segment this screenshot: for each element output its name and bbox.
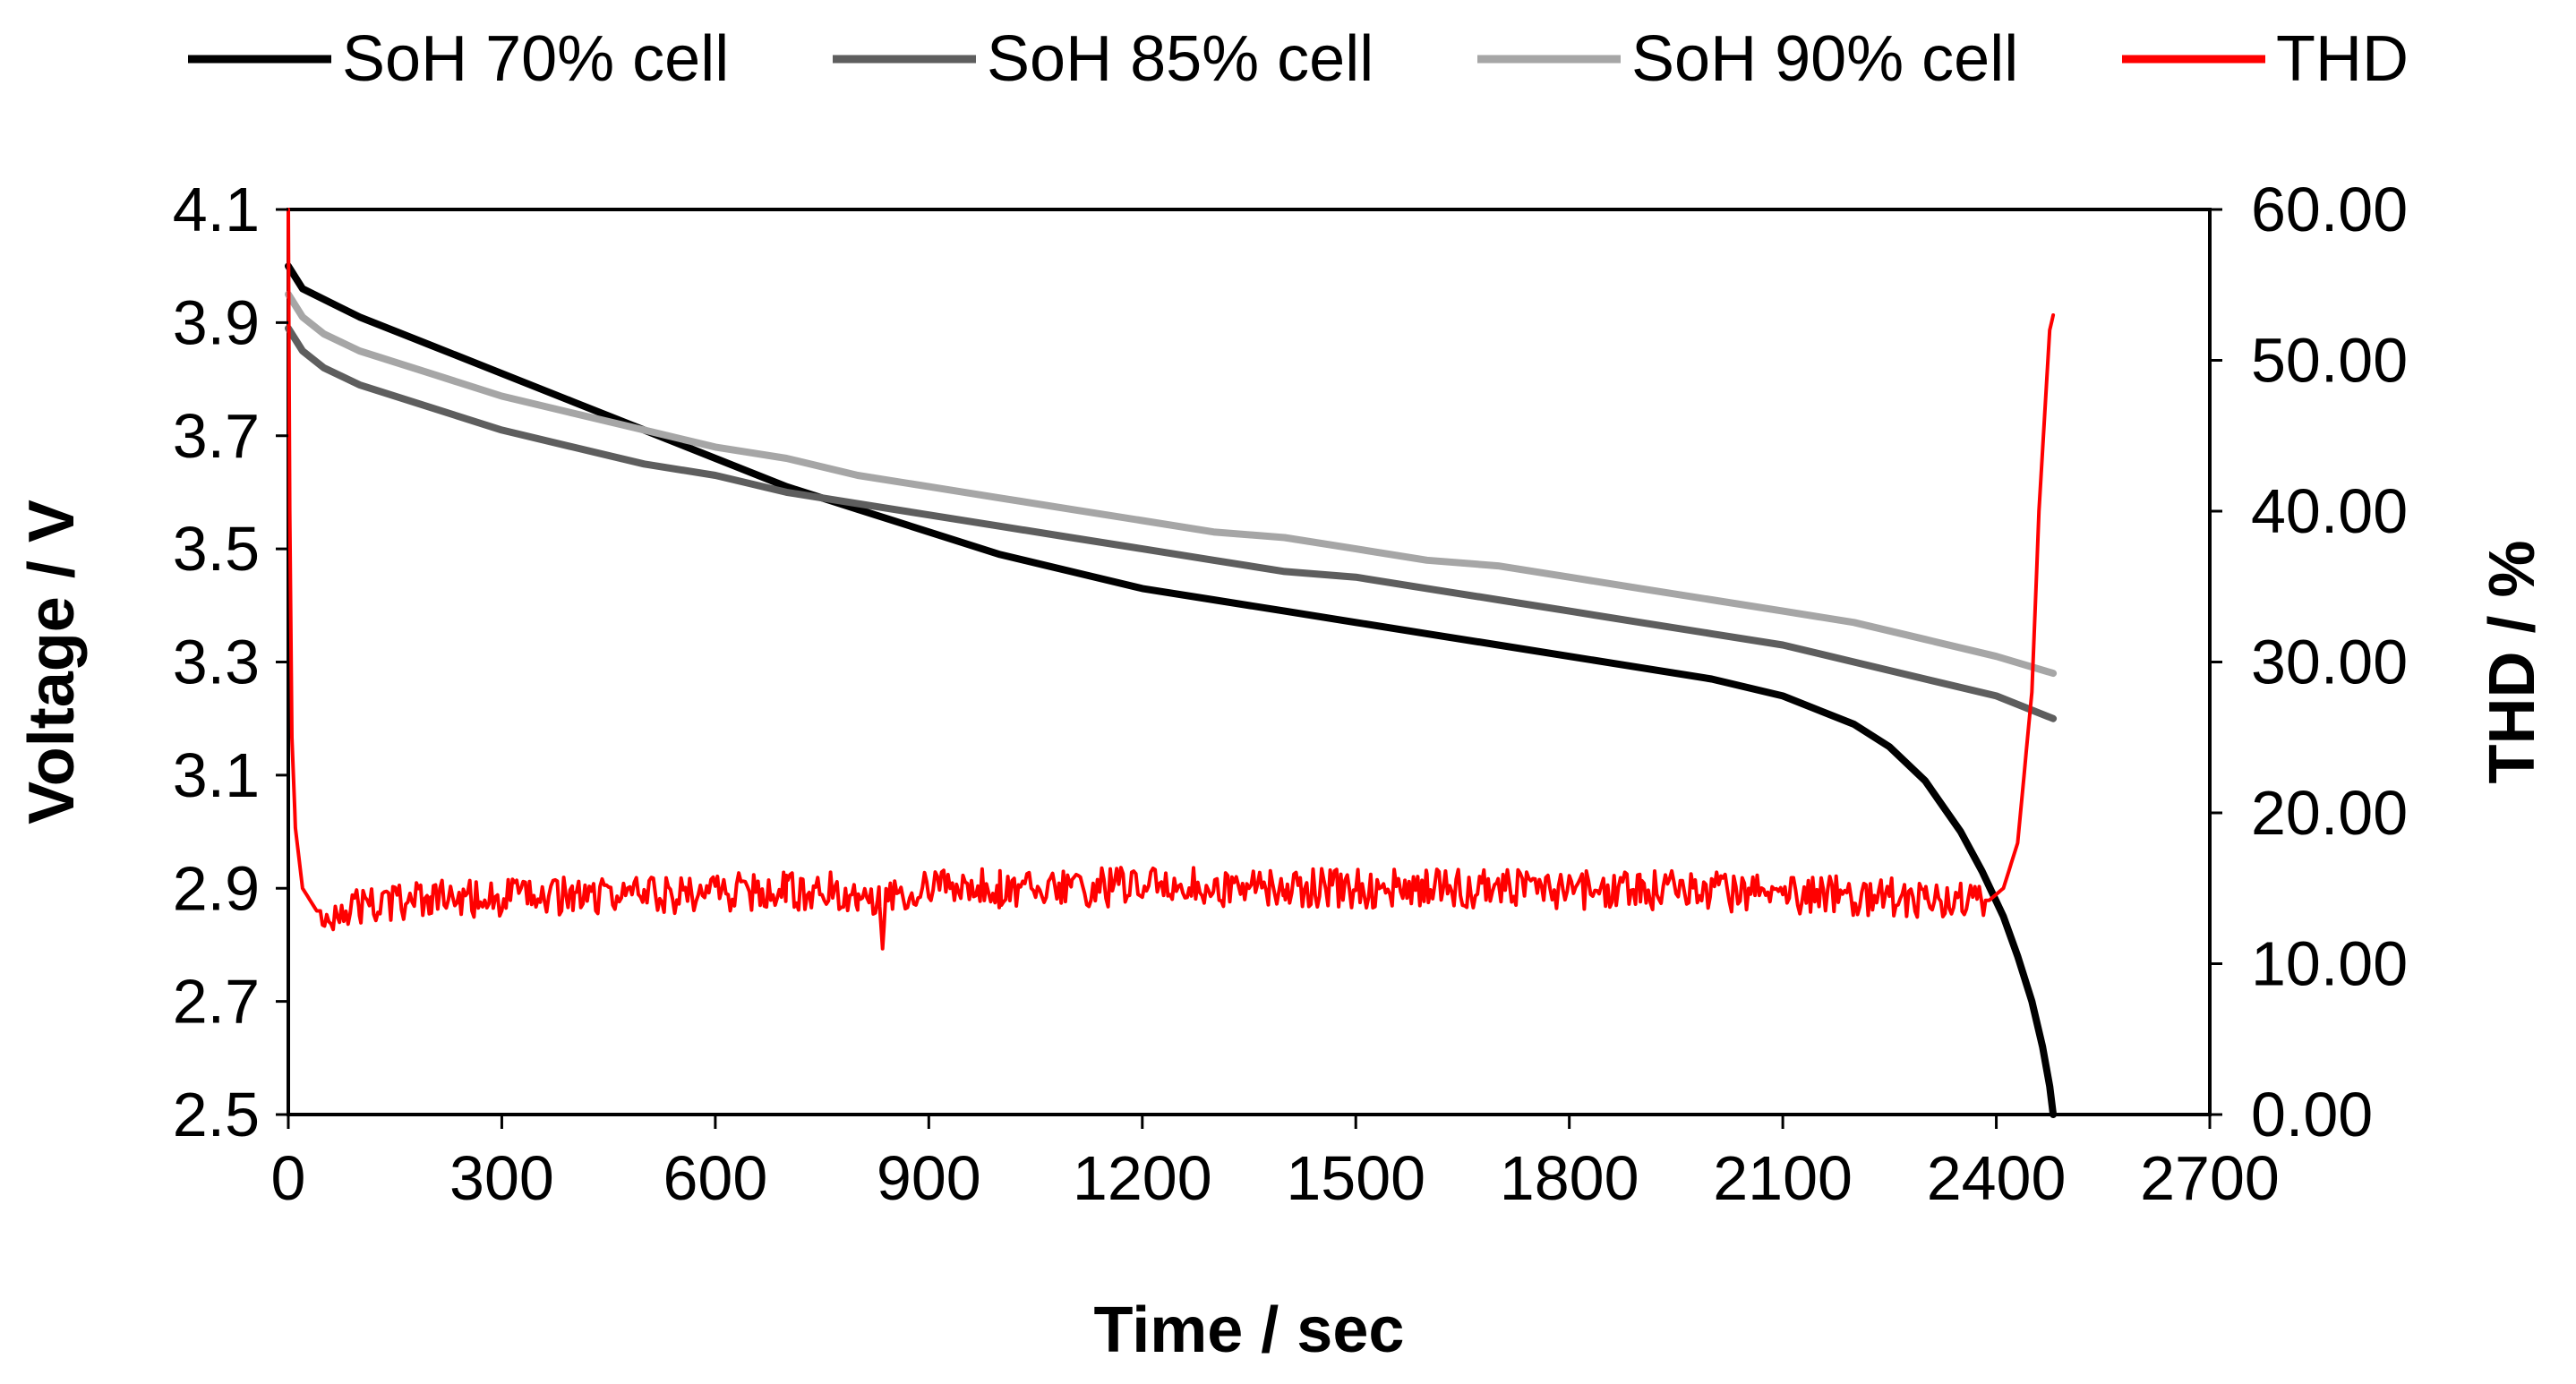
x-tick-label: 1800 xyxy=(1500,1143,1639,1213)
x-tick-label: 2100 xyxy=(1713,1143,1853,1213)
y-axis-left-title: Voltage / V xyxy=(16,500,88,824)
y-right-tick-label: 30.00 xyxy=(2251,628,2408,697)
y-axis-right-title: THD / % xyxy=(2477,540,2548,783)
x-tick-label: 600 xyxy=(663,1143,767,1213)
x-tick-label: 1200 xyxy=(1073,1143,1212,1213)
y-right-tick-label: 60.00 xyxy=(2251,175,2408,244)
x-tick-label: 300 xyxy=(449,1143,554,1213)
ticks-layer: 0 300 600 900 1200 1500 1800 2100 2400 2700 2.5 2.7… xyxy=(173,175,2408,1213)
y-left-tick-label: 4.1 xyxy=(173,175,260,244)
series-line-thd xyxy=(287,208,2056,951)
y-right-tick-label: 0.00 xyxy=(2251,1080,2373,1149)
plot-area-frame xyxy=(287,208,2212,1116)
y-left-tick-label: 2.7 xyxy=(173,967,260,1037)
x-tick-label: 0 xyxy=(271,1143,306,1213)
legend-label-soh-70-cell: SoH 70% cell xyxy=(342,23,729,95)
series-layer xyxy=(285,208,2058,1118)
x-tick-label: 900 xyxy=(877,1143,981,1213)
y-right-tick-label: 10.00 xyxy=(2251,929,2408,999)
y-right-tick-label: 50.00 xyxy=(2251,326,2408,396)
series-line-soh-70-cell xyxy=(285,262,2058,1118)
y-left-tick-label: 3.1 xyxy=(173,740,260,810)
legend-label-soh-85-cell: SoH 85% cell xyxy=(987,23,1374,95)
x-tick-label: 2400 xyxy=(1927,1143,2067,1213)
x-tick-label: 1500 xyxy=(1286,1143,1425,1213)
legend: SoH 70% cell SoH 85% cell SoH 90% cell THD xyxy=(188,23,2409,95)
y-left-tick-label: 3.9 xyxy=(173,287,260,357)
y-left-tick-label: 3.3 xyxy=(173,628,260,697)
x-axis-title: Time / sec xyxy=(1094,1294,1405,1366)
y-left-tick-label: 2.5 xyxy=(173,1080,260,1149)
legend-label-thd: THD xyxy=(2276,23,2409,95)
series-line-soh-90-cell xyxy=(285,290,2058,678)
y-left-tick-label: 3.5 xyxy=(173,514,260,584)
x-tick-label: 2700 xyxy=(2140,1143,2280,1213)
y-left-tick-label: 2.9 xyxy=(173,853,260,923)
legend-label-soh-90-cell: SoH 90% cell xyxy=(1631,23,2018,95)
y-right-tick-label: 20.00 xyxy=(2251,778,2408,848)
y-right-tick-label: 40.00 xyxy=(2251,476,2408,546)
series-line-soh-85-cell xyxy=(285,324,2058,722)
y-left-tick-label: 3.7 xyxy=(173,401,260,471)
